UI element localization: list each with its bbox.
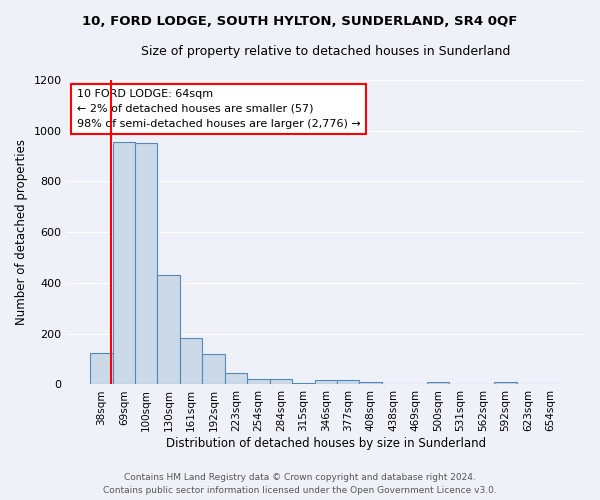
Bar xyxy=(135,144,157,384)
Bar xyxy=(202,354,225,384)
Text: 10, FORD LODGE, SOUTH HYLTON, SUNDERLAND, SR4 0QF: 10, FORD LODGE, SOUTH HYLTON, SUNDERLAND… xyxy=(82,15,518,28)
X-axis label: Distribution of detached houses by size in Sunderland: Distribution of detached houses by size … xyxy=(166,437,486,450)
Bar xyxy=(494,382,517,384)
Text: Contains HM Land Registry data © Crown copyright and database right 2024.
Contai: Contains HM Land Registry data © Crown c… xyxy=(103,474,497,495)
Bar xyxy=(269,379,292,384)
Bar xyxy=(427,382,449,384)
Y-axis label: Number of detached properties: Number of detached properties xyxy=(15,139,28,325)
Text: 10 FORD LODGE: 64sqm
← 2% of detached houses are smaller (57)
98% of semi-detach: 10 FORD LODGE: 64sqm ← 2% of detached ho… xyxy=(77,89,361,128)
Bar xyxy=(113,142,135,384)
Bar xyxy=(180,338,202,384)
Bar xyxy=(90,352,113,384)
Bar xyxy=(359,382,382,384)
Bar xyxy=(337,380,359,384)
Bar xyxy=(225,373,247,384)
Bar xyxy=(157,276,180,384)
Bar xyxy=(314,380,337,384)
Bar xyxy=(292,383,314,384)
Title: Size of property relative to detached houses in Sunderland: Size of property relative to detached ho… xyxy=(141,45,511,58)
Bar xyxy=(247,379,269,384)
